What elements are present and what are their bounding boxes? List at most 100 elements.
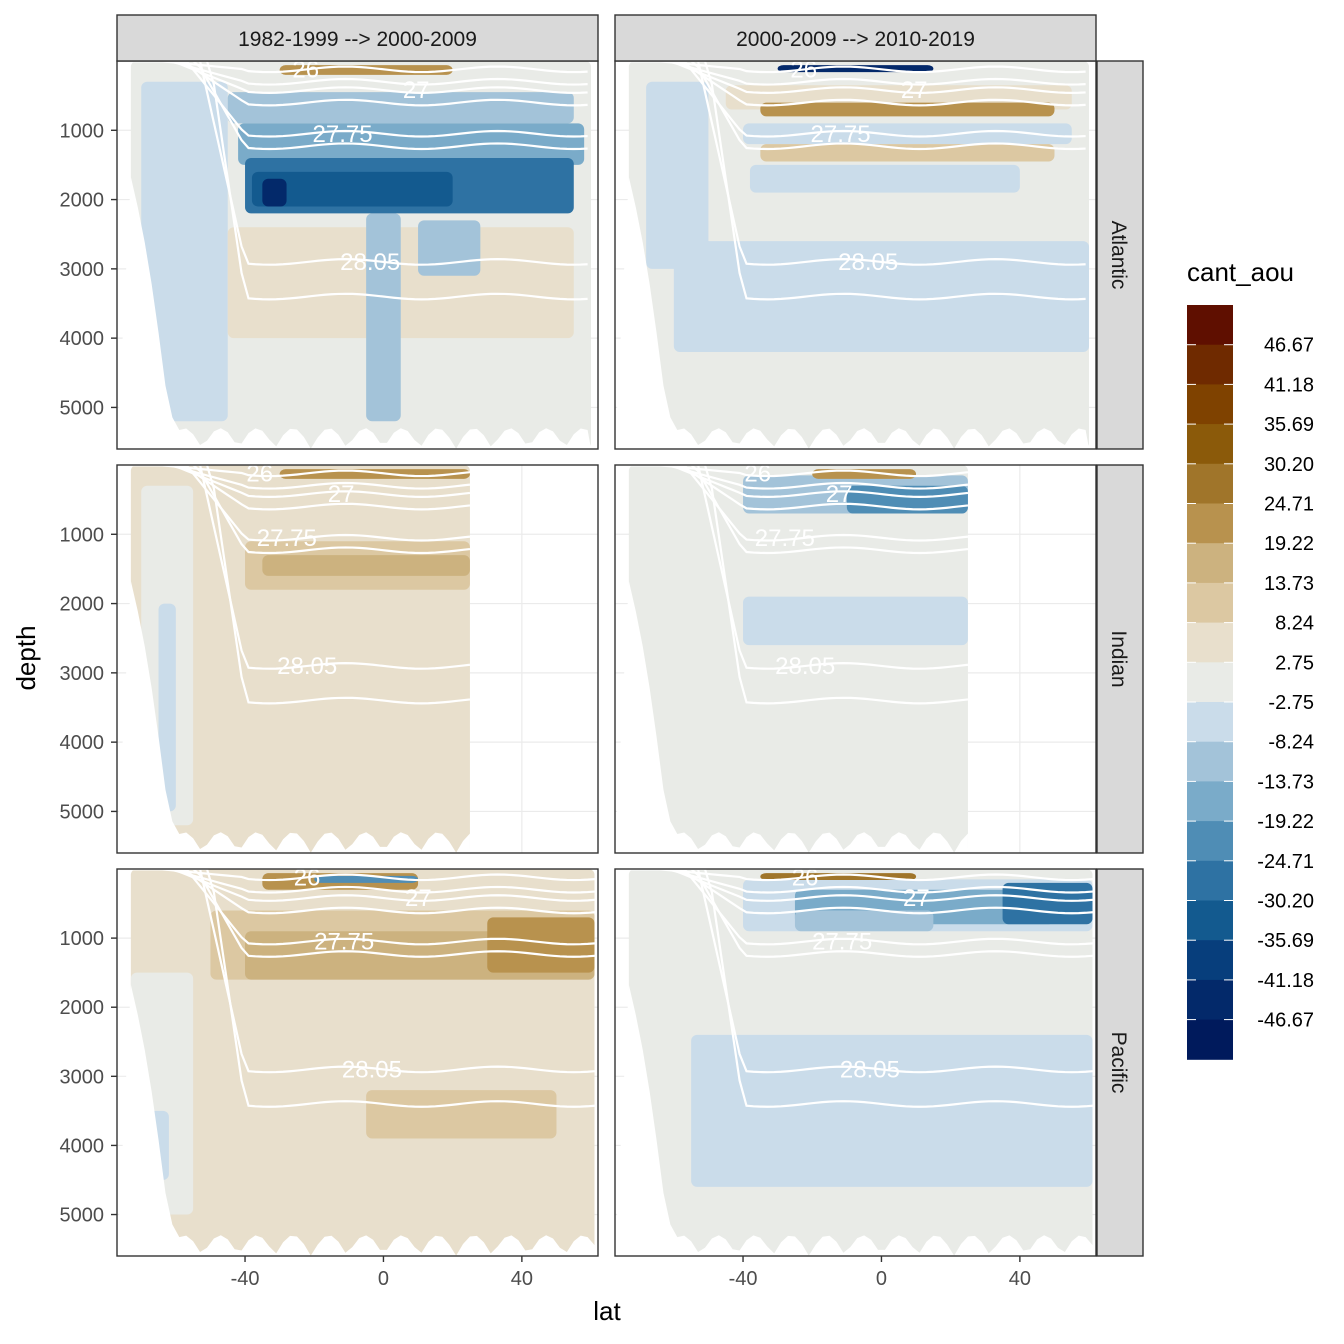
legend-label: -35.69 (1257, 930, 1314, 952)
isopycnal-label: 28.05 (342, 1056, 402, 1083)
field-patch (691, 1034, 1093, 1187)
y-tick-label: 3000 (60, 259, 105, 281)
isopycnals (130, 61, 588, 301)
field-patch (794, 910, 934, 932)
legend-swatch (1187, 900, 1233, 941)
isopycnals (628, 61, 1086, 301)
y-tick-label: 2000 (60, 190, 105, 212)
isopycnal-line (628, 869, 1093, 894)
legend-swatch (1187, 582, 1233, 624)
isopycnal-line (130, 869, 595, 915)
field-patch (749, 164, 1020, 193)
legend-label: 35.69 (1264, 414, 1314, 436)
isopycnal-line (628, 869, 1093, 902)
isopycnal-line (628, 869, 1093, 1108)
y-tick-label: 5000 (60, 1205, 105, 1227)
legend-swatch (1187, 940, 1233, 981)
legend-swatch (1187, 1019, 1233, 1060)
panel-border (614, 868, 1097, 1257)
isopycnal-line (628, 869, 1093, 1074)
legend-label: -24.71 (1257, 851, 1314, 873)
legend-label: 24.71 (1264, 494, 1314, 516)
isopycnal-line (130, 465, 471, 542)
isopycnal-label: 27 (903, 885, 930, 912)
legend-swatch (1187, 344, 1233, 385)
isopycnal-line (628, 61, 1086, 86)
field-patch (760, 144, 1055, 162)
isopycnal-line (130, 61, 588, 151)
isopycnal-line (628, 869, 1093, 958)
legend-label: -46.67 (1257, 1010, 1314, 1032)
land-mask (594, 869, 598, 1256)
seafloor-mask (615, 984, 1093, 1256)
panel-border (116, 464, 599, 854)
isopycnal-line (130, 465, 471, 670)
panels-layer: 262727.7528.05262727.7528.05262727.7528.… (116, 56, 1097, 1257)
legend-swatch (1187, 463, 1233, 504)
legend-swatch (1187, 424, 1233, 465)
isopycnal-line (130, 61, 588, 301)
isopycnals (130, 465, 471, 705)
isopycnal-line (130, 869, 595, 902)
isopycnal-label: 27 (403, 77, 430, 104)
field-patch (262, 178, 287, 207)
y-tick-label: 3000 (60, 663, 105, 685)
isopycnal-line (628, 869, 1093, 946)
legend-label: 41.18 (1264, 374, 1314, 396)
seafloor-mask (117, 984, 595, 1256)
field-patch (418, 220, 481, 276)
field-patch (743, 596, 968, 646)
field (628, 869, 1093, 1256)
legend-swatch (1187, 503, 1233, 544)
seafloor-mask (117, 580, 470, 853)
row-strip (1096, 868, 1144, 1257)
column-strip-label: 2000-2009 --> 2010-2019 (736, 28, 975, 51)
land-mask (1089, 61, 1096, 449)
y-tick-label: 4000 (60, 732, 105, 754)
legend-swatch (1187, 622, 1233, 663)
x-tick-label: 0 (378, 1268, 389, 1290)
isopycnal-label: 27 (826, 481, 853, 508)
legend-label: 13.73 (1264, 573, 1314, 595)
land-mask (591, 61, 598, 449)
panel-border (116, 868, 599, 1257)
x-tick-label: 40 (511, 1268, 533, 1290)
isopycnal-label: 27.75 (811, 121, 871, 148)
legend-label: -2.75 (1268, 692, 1314, 714)
y-tick-label: 1000 (60, 928, 105, 950)
y-tick-label: 5000 (60, 397, 105, 419)
field-patch (141, 81, 228, 422)
y-tick-label: 4000 (60, 328, 105, 350)
isopycnal-label: 27.75 (314, 929, 374, 956)
legend-label: -13.73 (1257, 771, 1314, 793)
isopycnal-line (628, 61, 1086, 94)
strips-layer: 1982-1999 --> 2000-2009 2000-2009 --> 201… (116, 14, 1144, 1257)
isopycnal-line (130, 869, 595, 1074)
y-tick-label: 1000 (60, 524, 105, 546)
isopycnal-line (130, 465, 471, 705)
panel-border (614, 464, 1097, 854)
field-patch (238, 123, 585, 165)
y-tick-label: 2000 (60, 594, 105, 616)
isopycnal-line (628, 61, 1086, 151)
isopycnal-label: 27.75 (313, 121, 373, 148)
isopycnal-line (628, 61, 1086, 301)
legend-swatch (1187, 741, 1233, 782)
x-tick-label: 40 (1009, 1268, 1031, 1290)
y-tick-label: 3000 (60, 1066, 105, 1088)
field-patch (760, 102, 1055, 117)
legend-title: cant_aou (1187, 257, 1294, 287)
field (130, 869, 595, 1256)
isopycnal-line (628, 465, 969, 542)
row-strip (1096, 464, 1144, 854)
field-patch (628, 465, 968, 853)
legend-swatch (1187, 781, 1233, 822)
legend-swatch (1187, 821, 1233, 862)
isopycnal-line (628, 465, 969, 670)
legend-label: -30.20 (1257, 891, 1314, 913)
field-patch (1002, 882, 1093, 925)
